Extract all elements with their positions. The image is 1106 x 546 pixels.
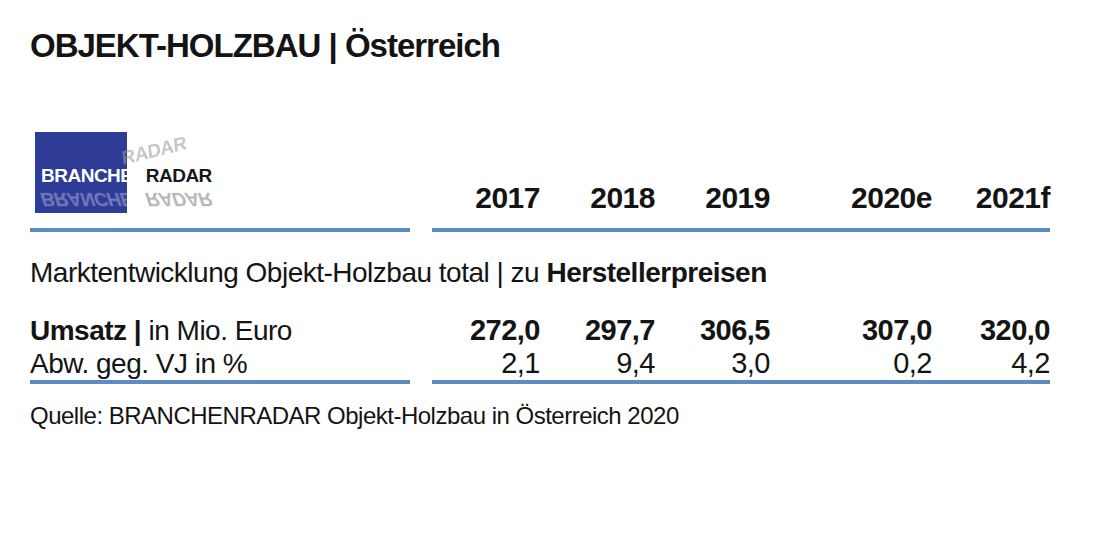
umsatz-2021f: 320,0 xyxy=(932,314,1050,347)
row-label-abweichung: Abw. geg. VJ in % xyxy=(30,347,410,384)
logo-cell: RADAR BRANCHENRADAR BRANCHENRADAR xyxy=(30,100,410,232)
section-title-bold: Herstellerpreisen xyxy=(546,257,766,289)
market-table: RADAR BRANCHENRADAR BRANCHENRADAR 2017 2… xyxy=(30,100,1050,384)
column-header-2018: 2018 xyxy=(540,100,655,232)
abweichung-2018: 9,4 xyxy=(540,347,655,384)
row-label-umsatz: Umsatz | in Mio. Euro xyxy=(30,314,410,347)
column-header-2019: 2019 xyxy=(655,100,770,232)
umsatz-2018: 297,7 xyxy=(540,314,655,347)
row-gap xyxy=(410,347,432,384)
column-header-2020e: 2020e xyxy=(770,100,932,232)
umsatz-2017: 272,0 xyxy=(432,314,540,347)
abweichung-2020e: 0,2 xyxy=(770,347,932,384)
abweichung-2021f: 4,2 xyxy=(932,347,1050,384)
source-note: Quelle: BRANCHENRADAR Objekt-Holzbau in … xyxy=(30,402,1106,430)
logo-wordmark: BRANCHENRADAR xyxy=(41,165,212,187)
page-title: OBJEKT-HOLZBAU | Österreich xyxy=(30,26,1106,66)
section-title-regular: Marktentwicklung Objekt-Holzbau total | … xyxy=(30,257,546,289)
umsatz-2019: 306,5 xyxy=(655,314,770,347)
header-gap xyxy=(410,100,432,232)
branchenradar-logo: RADAR BRANCHENRADAR BRANCHENRADAR xyxy=(35,132,205,213)
abweichung-2017: 2,1 xyxy=(432,347,540,384)
logo-text-branchen: BRANCHEN xyxy=(41,165,146,186)
logo-reflection-text: BRANCHENRADAR xyxy=(37,188,215,210)
logo-text-radar: RADAR xyxy=(146,165,212,186)
abweichung-2019: 3,0 xyxy=(655,347,770,384)
row-gap xyxy=(410,314,432,347)
umsatz-2020e: 307,0 xyxy=(770,314,932,347)
column-header-2017: 2017 xyxy=(432,100,540,232)
section-title: Marktentwicklung Objekt-Holzbau total | … xyxy=(30,232,1050,314)
column-header-2021f: 2021f xyxy=(932,100,1050,232)
